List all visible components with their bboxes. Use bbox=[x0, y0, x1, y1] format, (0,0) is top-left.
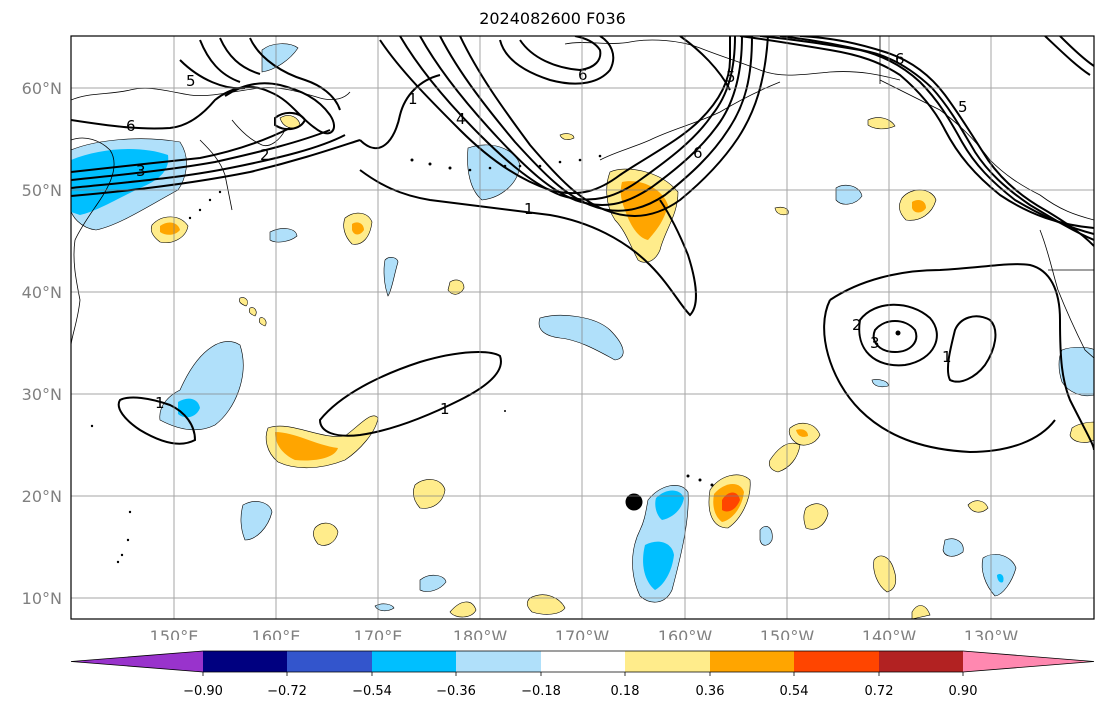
contour-label: 5 bbox=[186, 72, 196, 90]
positive-anomaly-fills bbox=[150, 115, 1094, 619]
contour-label: 1 bbox=[155, 394, 165, 412]
colorbar-segment bbox=[71, 651, 203, 672]
lon-tick-label: 150°W bbox=[760, 627, 815, 640]
colorbar-tick-label: −0.90 bbox=[183, 684, 223, 699]
colorbar-segments bbox=[70, 650, 1095, 676]
colorbar-outline bbox=[70, 650, 1095, 673]
lon-tick-label: 160°W bbox=[658, 627, 713, 640]
colorbar-segment bbox=[794, 651, 879, 672]
map-panel: 6 5 3 2 1 4 5 6 6 5 1 2 3 1 1 1 6 bbox=[22, 35, 1095, 640]
map-title: 2024082600 F036 bbox=[479, 9, 626, 28]
contour-label: 6 bbox=[126, 117, 136, 135]
lon-tick-label: 170°W bbox=[555, 627, 610, 640]
contour-label: 1 bbox=[524, 200, 534, 218]
colorbar-segment bbox=[372, 651, 456, 672]
contour-label: 5 bbox=[726, 68, 736, 86]
contour-label: 6 bbox=[578, 66, 588, 84]
lat-tick-label: 50°N bbox=[22, 181, 62, 200]
map-frame bbox=[70, 35, 1095, 620]
contour-label: 1 bbox=[408, 90, 418, 108]
colorbar-ticks: −0.90 −0.72 −0.54 −0.36 −0.18 0.18 0.36 … bbox=[183, 684, 977, 699]
lat-tick-label: 60°N bbox=[22, 79, 62, 98]
colorbar-segment bbox=[963, 651, 1094, 672]
contour-label: 1 bbox=[440, 400, 450, 418]
colorbar-segment bbox=[203, 651, 287, 672]
contour-label: 5 bbox=[958, 98, 968, 116]
lon-tick-label: 180°W bbox=[453, 627, 508, 640]
lon-axis: 150°E 160°E 170°E 180°W 170°W 160°W 150°… bbox=[150, 627, 1019, 640]
location-marker bbox=[625, 493, 643, 511]
colorbar-segment bbox=[541, 651, 625, 672]
colorbar-segment bbox=[879, 651, 963, 672]
contour-label: 4 bbox=[456, 110, 466, 128]
colorbar-tick-label: 0.54 bbox=[780, 684, 809, 699]
lon-tick-label: 130°W bbox=[964, 627, 1019, 640]
colorbar-tick-label: 0.18 bbox=[611, 684, 640, 699]
lat-axis: 10°N 20°N 30°N 40°N 50°N 60°N bbox=[22, 79, 62, 608]
lat-tick-label: 30°N bbox=[22, 385, 62, 404]
colorbar-tick-label: 0.72 bbox=[865, 684, 894, 699]
contour-label-group: 6 5 3 2 1 4 5 6 6 5 1 2 3 1 1 1 6 bbox=[126, 50, 968, 418]
colorbar-tick-label: 0.90 bbox=[949, 684, 978, 699]
lon-tick-label: 160°E bbox=[252, 627, 301, 640]
colorbar-tick-label: −0.72 bbox=[267, 684, 307, 699]
contour-label: 6 bbox=[693, 144, 703, 162]
lat-tick-label: 40°N bbox=[22, 283, 62, 302]
colorbar-tick-label: 0.36 bbox=[696, 684, 725, 699]
colorbar-segment bbox=[625, 651, 710, 672]
colorbar-tick-label: −0.36 bbox=[436, 684, 476, 699]
lon-tick-label: 170°E bbox=[354, 627, 403, 640]
contour-label: 6 bbox=[895, 50, 905, 68]
colorbar-segment bbox=[710, 651, 794, 672]
island-chain bbox=[90, 154, 714, 564]
contour-label: 2 bbox=[852, 316, 862, 334]
lon-tick-label: 140°W bbox=[862, 627, 917, 640]
colorbar-tick-label: −0.54 bbox=[352, 684, 392, 699]
colorbar-tick-label: −0.18 bbox=[521, 684, 561, 699]
lon-tick-label: 150°E bbox=[150, 627, 199, 640]
contour-lines bbox=[71, 36, 1094, 454]
lat-tick-label: 20°N bbox=[22, 487, 62, 506]
contour-label: 3 bbox=[136, 162, 146, 180]
lat-tick-label: 10°N bbox=[22, 589, 62, 608]
colorbar-segment bbox=[287, 651, 372, 672]
contour-label: 1 bbox=[942, 348, 952, 366]
gridlines bbox=[71, 36, 1094, 619]
contour-label: 3 bbox=[870, 334, 880, 352]
colorbar-segment bbox=[456, 651, 541, 672]
contour-label: 2 bbox=[260, 146, 270, 164]
